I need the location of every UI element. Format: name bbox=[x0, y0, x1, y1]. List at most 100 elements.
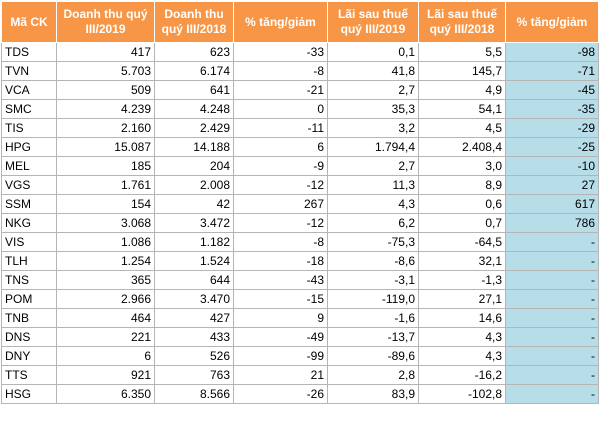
ticker-cell: VGS bbox=[1, 175, 57, 195]
profit-2018-cell: 2.408,4 bbox=[418, 137, 506, 157]
profit-change-cell: 617 bbox=[505, 194, 599, 214]
revenue-2018-cell: 2.008 bbox=[154, 175, 234, 195]
profit-2019-cell: 11,3 bbox=[327, 175, 419, 195]
ticker-cell: DNS bbox=[1, 327, 57, 347]
profit-2019-cell: -119,0 bbox=[327, 289, 419, 309]
profit-change-cell: - bbox=[505, 308, 599, 328]
revenue-change-cell: -18 bbox=[233, 251, 328, 271]
profit-2018-cell: 5,5 bbox=[418, 42, 506, 62]
revenue-change-cell: -9 bbox=[233, 156, 328, 176]
revenue-2018-cell: 3.470 bbox=[154, 289, 234, 309]
table-row: TNS 365 644 -43 -3,1 -1,3- bbox=[1, 270, 599, 290]
revenue-change-cell: -43 bbox=[233, 270, 328, 290]
ticker-cell: HPG bbox=[1, 137, 57, 157]
profit-change-cell: 786 bbox=[505, 213, 599, 233]
table-row: VCA 509 641 -21 2,7 4,9 -45 bbox=[1, 80, 599, 100]
revenue-change-cell: -12 bbox=[233, 175, 328, 195]
revenue-2018-cell: 644 bbox=[154, 270, 234, 290]
profit-2018-cell: 4,5 bbox=[418, 118, 506, 138]
table-row: SSM 154 42 267 4,3 0,6 617 bbox=[1, 194, 599, 214]
table-row: VGS 1.761 2.008 -12 11,3 8,9 27 bbox=[1, 175, 599, 195]
ticker-cell: TTS bbox=[1, 365, 57, 385]
earnings-table: Mã CK Doanh thu quý III/2019 Doanh thu q… bbox=[1, 1, 599, 404]
header-row: Mã CK Doanh thu quý III/2019 Doanh thu q… bbox=[1, 1, 599, 43]
ticker-cell: DNY bbox=[1, 346, 57, 366]
profit-2018-cell: 4,9 bbox=[418, 80, 506, 100]
revenue-2019-cell: 2.966 bbox=[56, 289, 155, 309]
profit-2019-cell: 35,3 bbox=[327, 99, 419, 119]
revenue-2018-cell: 4.248 bbox=[154, 99, 234, 119]
revenue-2018-cell: 1.524 bbox=[154, 251, 234, 271]
revenue-2019-cell: 1.086 bbox=[56, 232, 155, 252]
revenue-2018-cell: 14.188 bbox=[154, 137, 234, 157]
profit-change-cell: -25 bbox=[505, 137, 599, 157]
revenue-2018-cell: 2.429 bbox=[154, 118, 234, 138]
header-profit-q3-2018: Lãi sau thuế quý III/2018 bbox=[418, 1, 506, 43]
profit-2018-cell: 4,3 bbox=[418, 327, 506, 347]
profit-2018-cell: 54,1 bbox=[418, 99, 506, 119]
table-body: TDS 417 623 -33 0,1 5,5 -98 TVN 5.703 6.174 -8 41,8… bbox=[1, 42, 599, 404]
profit-2019-cell: -75,3 bbox=[327, 232, 419, 252]
profit-change-cell: - bbox=[505, 327, 599, 347]
revenue-2018-cell: 623 bbox=[154, 42, 234, 62]
profit-2018-cell: -1,3 bbox=[418, 270, 506, 290]
table-row: DNS 221 433 -49 -13,7 4,3- bbox=[1, 327, 599, 347]
table-row: TNB 464 427 9 -1,6 14,6- bbox=[1, 308, 599, 328]
revenue-2019-cell: 6.350 bbox=[56, 384, 155, 404]
revenue-2019-cell: 464 bbox=[56, 308, 155, 328]
table-row: TLH 1.254 1.524 -18 -8,6 32,1- bbox=[1, 251, 599, 271]
ticker-cell: TIS bbox=[1, 118, 57, 138]
revenue-change-cell: -8 bbox=[233, 232, 328, 252]
header-revenue-q3-2019: Doanh thu quý III/2019 bbox=[56, 1, 155, 43]
profit-2019-cell: 0,1 bbox=[327, 42, 419, 62]
profit-2018-cell: 0,6 bbox=[418, 194, 506, 214]
revenue-2018-cell: 763 bbox=[154, 365, 234, 385]
table-row: MEL 185 204 -9 2,7 3,0 -10 bbox=[1, 156, 599, 176]
revenue-2019-cell: 185 bbox=[56, 156, 155, 176]
revenue-2019-cell: 15.087 bbox=[56, 137, 155, 157]
revenue-2019-cell: 4.239 bbox=[56, 99, 155, 119]
profit-change-cell: -29 bbox=[505, 118, 599, 138]
profit-2019-cell: 2,8 bbox=[327, 365, 419, 385]
revenue-change-cell: 6 bbox=[233, 137, 328, 157]
header-profit-q3-2019: Lãi sau thuế quý III/2019 bbox=[327, 1, 419, 43]
revenue-2019-cell: 509 bbox=[56, 80, 155, 100]
table-row: TVN 5.703 6.174 -8 41,8 145,7 -71 bbox=[1, 61, 599, 81]
table-row: TIS 2.160 2.429 -11 3,2 4,5 -29 bbox=[1, 118, 599, 138]
revenue-2018-cell: 427 bbox=[154, 308, 234, 328]
revenue-2019-cell: 417 bbox=[56, 42, 155, 62]
revenue-change-cell: -15 bbox=[233, 289, 328, 309]
revenue-2019-cell: 5.703 bbox=[56, 61, 155, 81]
revenue-change-cell: 267 bbox=[233, 194, 328, 214]
profit-change-cell: -98 bbox=[505, 42, 599, 62]
ticker-cell: MEL bbox=[1, 156, 57, 176]
revenue-2019-cell: 921 bbox=[56, 365, 155, 385]
ticker-cell: TDS bbox=[1, 42, 57, 62]
profit-2019-cell: -1,6 bbox=[327, 308, 419, 328]
table-row: POM 2.966 3.470 -15 -119,0 27,1- bbox=[1, 289, 599, 309]
table-row: HPG 15.087 14.188 6 1.794,4 2.408,4 -25 bbox=[1, 137, 599, 157]
revenue-change-cell: -33 bbox=[233, 42, 328, 62]
profit-change-cell: -71 bbox=[505, 61, 599, 81]
profit-change-cell: 27 bbox=[505, 175, 599, 195]
profit-2019-cell: 3,2 bbox=[327, 118, 419, 138]
profit-2019-cell: 2,7 bbox=[327, 80, 419, 100]
profit-change-cell: - bbox=[505, 384, 599, 404]
revenue-change-cell: -49 bbox=[233, 327, 328, 347]
profit-change-cell: -10 bbox=[505, 156, 599, 176]
revenue-2018-cell: 433 bbox=[154, 327, 234, 347]
table-row: TTS 921 763 21 2,8 -16,2- bbox=[1, 365, 599, 385]
revenue-2019-cell: 221 bbox=[56, 327, 155, 347]
profit-2018-cell: -16,2 bbox=[418, 365, 506, 385]
profit-2018-cell: 8,9 bbox=[418, 175, 506, 195]
profit-2018-cell: 27,1 bbox=[418, 289, 506, 309]
revenue-2018-cell: 3.472 bbox=[154, 213, 234, 233]
header-revenue-change: % tăng/giảm bbox=[233, 1, 328, 43]
revenue-2019-cell: 3.068 bbox=[56, 213, 155, 233]
profit-2018-cell: 0,7 bbox=[418, 213, 506, 233]
revenue-2019-cell: 1.254 bbox=[56, 251, 155, 271]
profit-2019-cell: 6,2 bbox=[327, 213, 419, 233]
ticker-cell: NKG bbox=[1, 213, 57, 233]
ticker-cell: TNS bbox=[1, 270, 57, 290]
profit-2018-cell: 3,0 bbox=[418, 156, 506, 176]
